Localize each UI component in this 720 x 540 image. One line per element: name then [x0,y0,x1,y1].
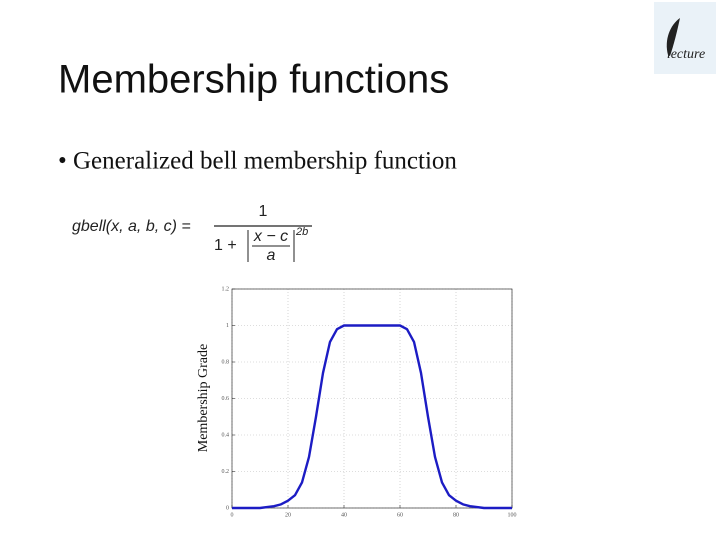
y-tick-label: 0.6 [222,396,230,402]
formula: gbell(x, a, b, c) = 1 1 + x − c a 2b [72,203,312,264]
y-tick-label: 1 [226,323,229,329]
formula-denominator-lead: 1 + [214,237,237,254]
x-tick-label: 20 [285,512,291,518]
formula-numerator: 1 [259,203,268,220]
x-tick-label: 0 [231,512,234,518]
x-tick-label: 80 [453,512,459,518]
bullet: • Generalized bell membership function [58,148,457,175]
x-tick-label: 100 [508,512,517,518]
x-tick-label: 60 [397,512,403,518]
y-tick-label: 0.8 [222,359,230,365]
formula-exponent: 2b [295,226,308,238]
logo: lecture [654,2,716,74]
formula-lhs: gbell(x, a, b, c) = [72,218,191,235]
membership-curve [232,324,512,510]
logo-quill [666,18,680,56]
slide-title: Membership functions [58,58,449,102]
y-tick-label: 0 [226,505,229,511]
y-axis-label: Membership Grade [196,344,211,452]
y-tick-label: 0.2 [222,469,230,475]
formula-fraction-top: x − c [253,228,288,245]
formula-fraction-bottom: a [267,247,276,264]
x-tick-label: 40 [341,512,347,518]
y-tick-label: 1.2 [222,286,230,292]
chart: Membership Grade 0 0.2 0.4 0.6 0.8 1 1.2 0 20 40 6… [196,286,516,518]
logo-bg [654,2,716,74]
plot-frame [231,288,513,509]
logo-text: lecture [667,47,705,62]
y-tick-label: 0.4 [222,432,230,438]
